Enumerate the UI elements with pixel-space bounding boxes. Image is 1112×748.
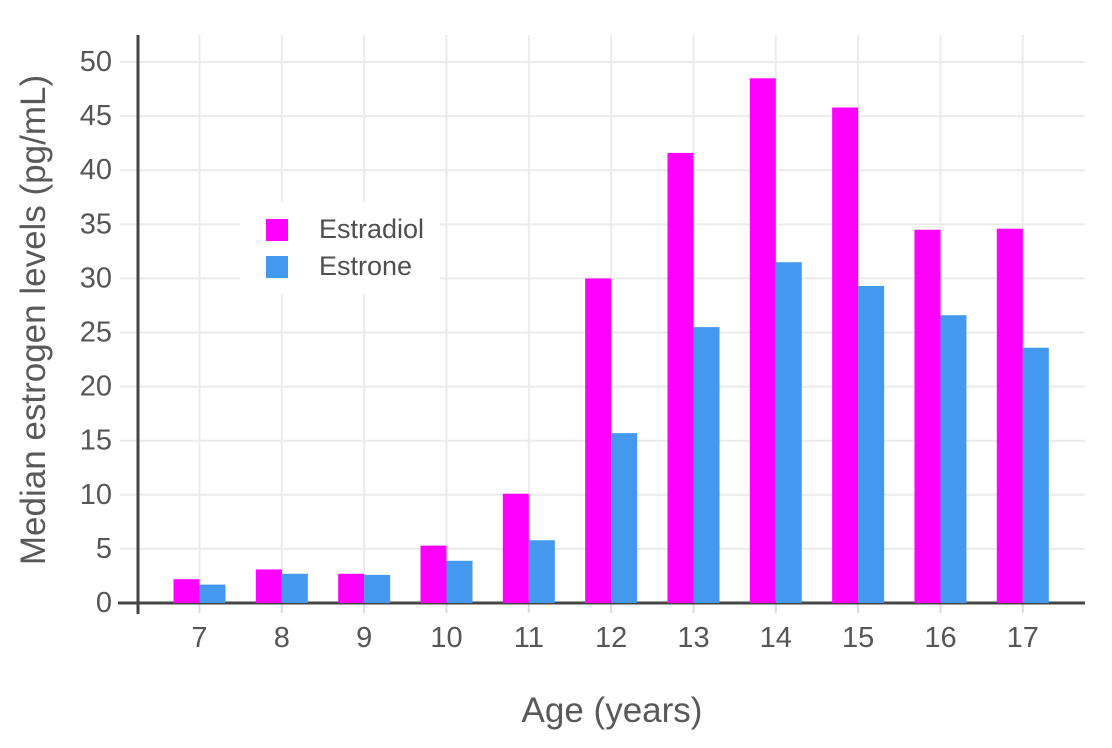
x-tick-label: 13 [677,622,709,654]
x-tick-label: 11 [514,622,544,654]
bar-estradiol-age-7 [173,579,200,603]
y-tick-label: 45 [80,100,112,132]
legend-label-estradiol: Estradiol [319,214,425,244]
y-tick-label: 15 [80,425,112,457]
x-tick-label: 10 [430,622,462,654]
bar-estrone-age-7 [199,584,226,603]
y-tick-label: 50 [80,46,112,78]
bar-estradiol-age-8 [255,569,282,603]
bar-estradiol-age-17 [996,228,1023,603]
bar-estrone-age-16 [940,315,967,603]
legend-item-estrone[interactable]: Estrone [266,248,424,285]
legend-item-estradiol[interactable]: Estradiol [266,211,424,248]
y-tick-label: 10 [80,479,112,511]
y-axis-title: Median estrogen levels (pg/mL) [14,74,53,566]
bar-estradiol-age-12 [585,278,612,603]
y-tick-label: 30 [80,262,112,294]
x-tick-label: 15 [842,622,874,654]
bar-estrone-age-13 [693,327,720,603]
bar-estrone-age-9 [364,574,391,603]
y-tick-label: 20 [80,371,112,403]
x-axis-title: Age (years) [521,691,703,730]
legend-swatch-estrone-icon [266,255,288,278]
y-tick-label: 5 [96,533,112,565]
legend-label-estrone: Estrone [319,251,413,281]
legend: Estradiol Estrone [240,202,441,294]
bar-estradiol-age-9 [338,573,365,603]
bar-estrone-age-8 [281,573,308,603]
bar-estrone-age-14 [775,262,802,603]
legend-swatch-estradiol-icon [266,218,288,241]
x-tick-label: 7 [191,622,207,654]
bar-estradiol-age-13 [667,152,694,603]
x-tick-label: 9 [356,622,372,654]
y-tick-label: 40 [80,154,112,186]
bar-estrone-age-15 [858,286,885,603]
bar-estradiol-age-14 [749,78,776,604]
bar-estrone-age-17 [1022,347,1049,603]
y-tick-label: 0 [96,587,112,619]
x-tick-label: 12 [595,622,627,654]
x-tick-label: 8 [274,622,290,654]
bar-estradiol-age-15 [832,107,859,604]
bar-estradiol-age-16 [914,229,941,603]
bar-estrone-age-10 [446,560,473,603]
x-tick-label: 17 [1007,622,1039,654]
bar-estradiol-age-10 [420,545,447,603]
y-tick-label: 35 [80,208,112,240]
y-tick-label: 25 [80,317,112,349]
bar-estradiol-age-11 [502,493,529,603]
x-tick-label: 16 [924,622,956,654]
bar-estrone-age-11 [528,540,555,603]
x-tick-label: 14 [760,622,792,654]
bar-estrone-age-12 [611,433,638,603]
